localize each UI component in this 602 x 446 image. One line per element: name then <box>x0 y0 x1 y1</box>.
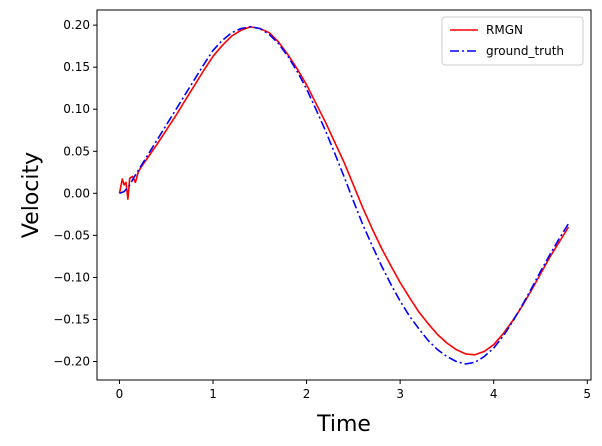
y-tick-label: 0.15 <box>63 60 90 74</box>
legend-label: ground_truth <box>486 44 564 58</box>
y-tick-label: −0.20 <box>53 355 90 369</box>
y-axis-title: Velocity <box>19 152 44 238</box>
y-tick-label: 0.00 <box>63 186 90 200</box>
y-tick-label: −0.10 <box>53 270 90 284</box>
y-tick-label: −0.15 <box>53 312 90 326</box>
x-tick-label: 0 <box>116 387 124 401</box>
y-tick-label: 0.20 <box>63 18 90 32</box>
legend: RMGN ground_truth <box>441 16 584 66</box>
x-tick-label: 5 <box>583 387 591 401</box>
series-line-rmgn <box>118 25 570 356</box>
x-tick-label: 3 <box>396 387 404 401</box>
series-line-ground-truth <box>119 25 570 365</box>
y-tick-label: −0.05 <box>53 228 90 242</box>
x-tick-label: 4 <box>490 387 498 401</box>
legend-box <box>441 16 584 66</box>
plot-lines <box>118 25 570 365</box>
x-tick-label: 1 <box>209 387 217 401</box>
y-axis-ticks: −0.20 −0.15 −0.10 −0.05 0.00 0.05 0.10 0.15 0.20 <box>53 18 97 369</box>
y-tick-label: 0.10 <box>63 102 90 116</box>
legend-label: RMGN <box>486 23 523 37</box>
plot-frame <box>96 9 592 381</box>
y-tick-label: 0.05 <box>63 144 90 158</box>
x-axis-ticks: 0 1 2 3 4 5 <box>116 380 591 401</box>
x-tick-label: 2 <box>303 387 311 401</box>
x-axis-title: Time <box>316 412 371 437</box>
